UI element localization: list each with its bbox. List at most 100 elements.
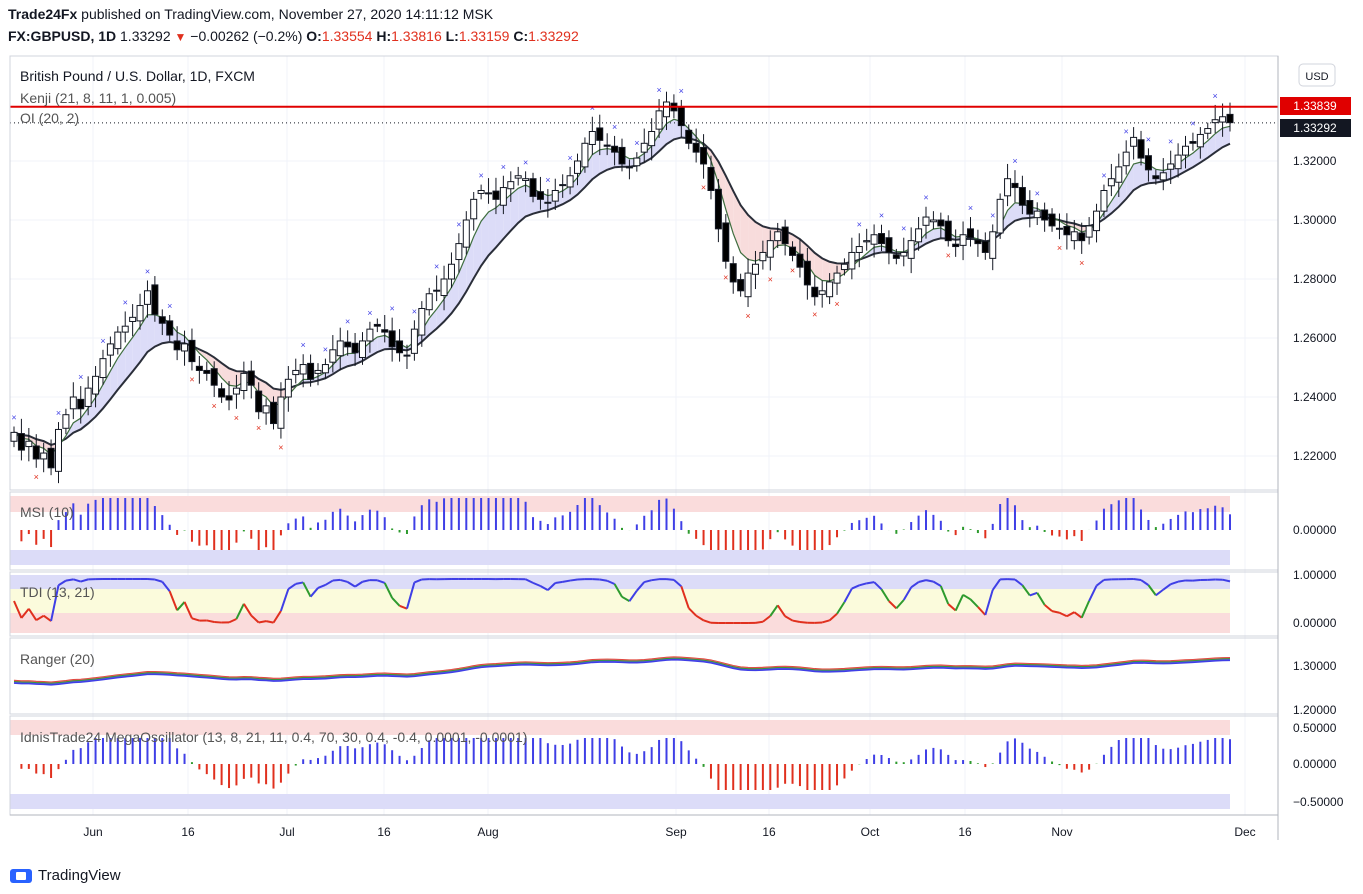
kenji-legend[interactable]: Kenji (21, 8, 11, 1, 0.005) — [20, 90, 176, 106]
candle-body — [54, 428, 62, 472]
candle-body — [633, 157, 641, 167]
mega-legend[interactable]: IdnisTrade24 MegaOscillator (13, 8, 21, … — [20, 729, 527, 745]
y-tick-label: 1.20000 — [1293, 703, 1337, 717]
signal-marker: × — [812, 310, 817, 320]
trend-band — [1133, 162, 1142, 191]
msi-legend[interactable]: MSI (10) — [20, 504, 74, 520]
tdi-line-segment — [688, 607, 697, 617]
trend-band — [125, 337, 133, 381]
signal-marker: × — [78, 372, 83, 382]
ranger-pane[interactable] — [13, 656, 1231, 686]
signal-marker: × — [390, 304, 395, 314]
tdi-line-segment — [35, 614, 45, 622]
trend-band — [510, 188, 519, 231]
candle-body — [1174, 154, 1182, 170]
trend-band — [495, 201, 504, 248]
candle-body — [781, 226, 789, 245]
tdi-line-segment — [888, 600, 898, 610]
y-tick-label: 1.30000 — [1293, 659, 1337, 673]
tdi-line-segment — [828, 612, 838, 622]
tdi-line-segment — [228, 618, 237, 624]
candle-body — [744, 272, 752, 298]
candle-body — [937, 219, 945, 227]
candle-body — [84, 387, 92, 407]
tdi-line-segment — [1162, 583, 1172, 591]
tdi-line-segment — [1140, 579, 1150, 586]
candle-body — [1189, 141, 1197, 144]
trend-band — [710, 150, 719, 184]
tdi-line-segment — [1095, 579, 1105, 587]
tdi-line-segment — [362, 579, 371, 583]
tdi-line-segment — [295, 581, 304, 585]
candle-body — [1093, 210, 1101, 232]
ranger-legend[interactable]: Ranger (20) — [20, 651, 95, 667]
signal-marker: × — [1012, 156, 1017, 166]
x-tick-label: Jul — [279, 825, 294, 839]
signal-marker: × — [145, 266, 150, 276]
resistance-price-tag — [1280, 97, 1351, 115]
candle-body — [952, 243, 960, 248]
x-tick-label: 16 — [958, 825, 972, 839]
candle-body — [618, 146, 626, 165]
signal-marker: × — [1079, 258, 1084, 268]
msi-pane[interactable] — [10, 496, 1231, 565]
tdi-line-segment — [1021, 584, 1031, 597]
tdi-line-segment — [191, 617, 200, 622]
trend-band — [347, 353, 356, 367]
tdi-pane[interactable] — [10, 575, 1231, 633]
publisher-name[interactable]: Trade24Fx — [8, 6, 78, 22]
ranger-line — [13, 659, 1231, 686]
tdi-line-segment — [873, 581, 883, 591]
tdi-line-segment — [918, 579, 927, 583]
candle-body — [596, 127, 604, 141]
y-tick-label: 0.00000 — [1293, 523, 1337, 537]
candle-body — [218, 388, 226, 398]
close-label: C: — [513, 28, 529, 44]
trend-band — [147, 314, 155, 352]
y-tick-label: 1.30000 — [1293, 213, 1337, 227]
tdi-legend[interactable]: TDI (13, 21) — [20, 584, 95, 600]
tdi-line-segment — [1051, 610, 1060, 614]
candle-body — [225, 395, 233, 401]
x-tick-label: 16 — [377, 825, 391, 839]
trend-band — [140, 314, 148, 363]
candle-body — [32, 445, 40, 460]
signal-marker: × — [567, 153, 572, 163]
x-tick-label: 16 — [181, 825, 195, 839]
candle-body — [240, 372, 248, 392]
tdi-line-segment — [784, 615, 794, 622]
axes: 1.22000 1.24000 1.26000 1.28000 1.30000 1.320… — [9, 55, 1344, 840]
signal-marker: × — [478, 171, 483, 181]
tdi-line-segment — [932, 580, 942, 587]
tdi-line-segment — [991, 578, 1001, 591]
mega-oscillator-pane[interactable] — [10, 720, 1231, 809]
signal-marker: × — [656, 85, 661, 95]
trend-band — [607, 148, 615, 170]
signal-marker: × — [1124, 126, 1129, 136]
footer-brand[interactable]: TradingView — [10, 867, 121, 884]
candle-body — [655, 110, 663, 130]
candle-body — [685, 129, 693, 144]
currency-button[interactable] — [1298, 63, 1336, 87]
candle-body — [40, 452, 48, 460]
tdi-line-segment — [895, 599, 905, 610]
main-pane[interactable]: × × × × × × × × × × × × × × × × × × × × × × × × × × × × × × × × × × × × × × × ×… — [10, 85, 1278, 484]
tdi-line-segment — [391, 597, 401, 607]
signal-marker: × — [901, 224, 906, 234]
candle-body — [188, 339, 196, 363]
candle-body — [62, 414, 70, 429]
trend-band — [451, 272, 459, 314]
candle-body — [944, 220, 952, 242]
trend-band — [577, 166, 585, 195]
candle-body — [366, 328, 374, 342]
signal-marker: × — [946, 251, 951, 261]
candle-body — [974, 239, 982, 245]
overbought-zone — [10, 496, 1230, 512]
candle-body — [1011, 182, 1019, 189]
tdi-line-segment — [925, 579, 934, 583]
candle-body — [262, 405, 270, 414]
oi-legend[interactable]: OI (20, 2) — [20, 110, 79, 126]
candle-body — [1018, 187, 1026, 206]
tdi-line-segment — [939, 585, 950, 605]
